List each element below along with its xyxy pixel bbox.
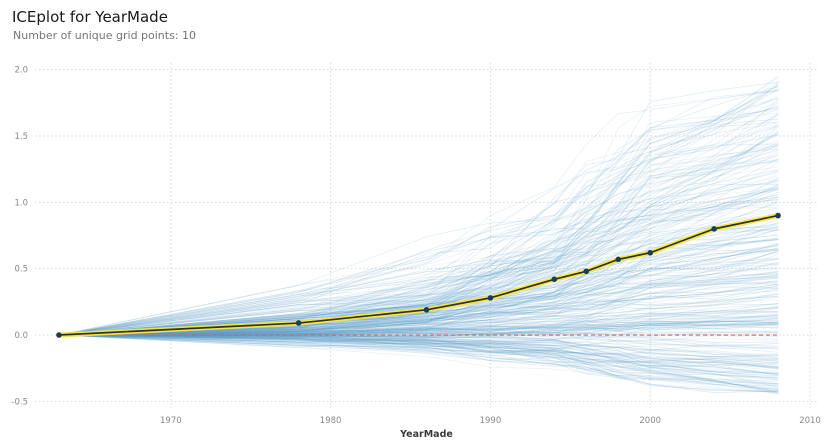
grid-point-marker: [487, 295, 494, 301]
y-tick-label: 2.0: [14, 66, 28, 76]
grid-point-marker: [551, 276, 558, 283]
grid-point-marker: [647, 249, 654, 256]
x-tick-label: 2010: [799, 416, 821, 426]
x-tick-label: 1980: [320, 416, 342, 426]
y-tick-label: 0.0: [14, 331, 28, 341]
grid-point-marker: [775, 212, 781, 219]
mean-curve: [56, 212, 781, 338]
y-tick-label: -0.5: [11, 397, 28, 407]
ice-lines: [58, 75, 779, 395]
grid-point-marker: [423, 307, 430, 313]
x-tick-label: 1970: [160, 416, 182, 426]
x-tick-label: 2000: [639, 416, 661, 426]
grid-point-marker: [295, 320, 302, 326]
grid-lines: [35, 63, 818, 408]
grid-point-marker: [583, 268, 590, 275]
x-axis-label: YearMade: [399, 429, 453, 440]
y-tick-label: 0.5: [14, 265, 28, 275]
axis-tick-labels: 2.0 1.5 1.0 0.5 0.0 -0.5 1970 1980 1990 2000 2010: [11, 66, 820, 426]
x-tick-label: 1990: [480, 416, 502, 426]
grid-point-marker: [711, 226, 717, 232]
grid-point-marker: [56, 332, 62, 338]
chart-subtitle: Number of unique grid points: 10: [13, 29, 197, 42]
y-tick-label: 1.0: [14, 198, 28, 208]
grid-point-marker: [615, 256, 622, 263]
y-tick-label: 1.5: [14, 132, 28, 142]
chart-title: ICEplot for YearMade: [12, 8, 168, 26]
